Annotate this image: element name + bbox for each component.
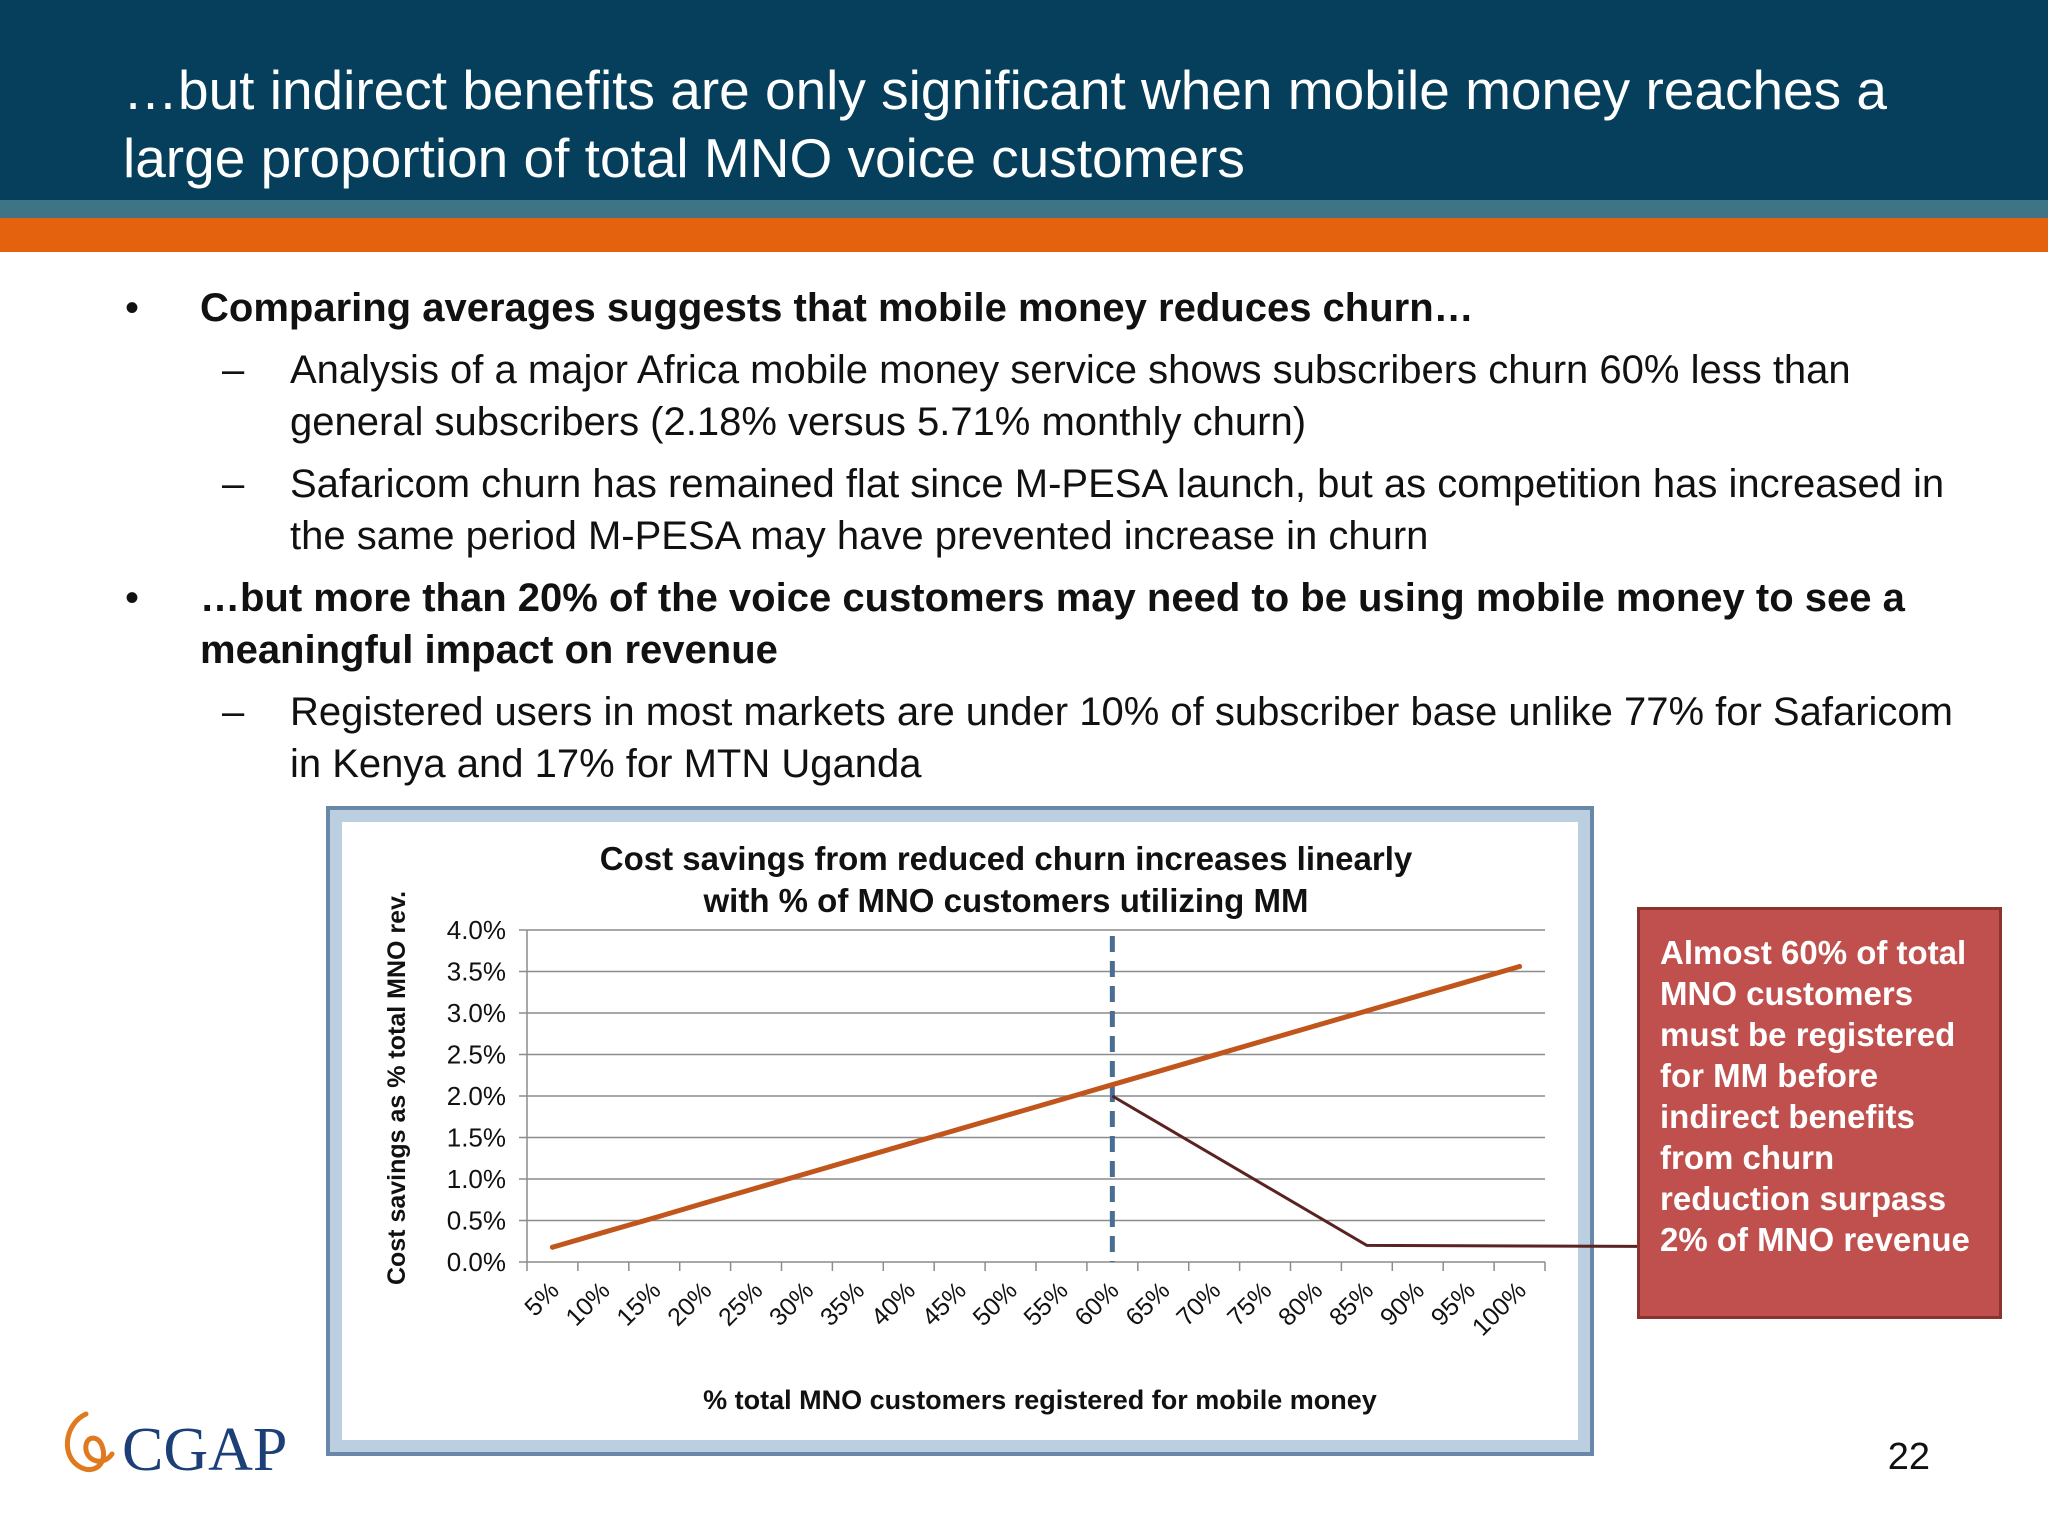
data-point (1109, 1082, 1115, 1088)
x-tick-label: 90% (1375, 1276, 1430, 1331)
y-tick-label: 3.5% (447, 957, 506, 987)
data-point (702, 1200, 708, 1206)
sub-bullet-item: – Safaricom churn has remained flat sinc… (0, 458, 2048, 562)
y-tick-label: 2.0% (447, 1081, 506, 1111)
y-tick-label: 0.5% (447, 1206, 506, 1236)
bullet-list: • Comparing averages suggests that mobil… (0, 282, 2048, 800)
data-point (1008, 1111, 1014, 1117)
bullet-mark: • (125, 576, 140, 620)
x-tick-label: 75% (1222, 1276, 1277, 1331)
callout-leader-line (1111, 1094, 1638, 1248)
bullet-text: Comparing averages suggests that mobile … (200, 286, 1474, 330)
sub-bullet-item: – Registered users in most markets are u… (0, 686, 2048, 790)
page-number: 22 (1887, 1436, 1930, 1478)
chart-gridlines (527, 929, 1545, 1222)
x-tick-label: 50% (968, 1276, 1023, 1331)
callout-text: Almost 60% of total MNO customers must b… (1660, 934, 1970, 1258)
chart-series (549, 964, 1523, 1250)
cgap-logo-mark-icon (65, 1411, 115, 1472)
x-tick-label: 35% (815, 1276, 870, 1331)
data-point (1058, 1096, 1064, 1102)
x-tick-label: 100% (1467, 1276, 1532, 1341)
chart-annotations (1109, 936, 1638, 1262)
sub-bullet-mark: – (222, 348, 245, 392)
x-tick-label: 25% (713, 1276, 768, 1331)
sub-bullet-mark: – (222, 690, 245, 734)
y-tick-label: 4.0% (447, 915, 506, 945)
data-point (1211, 1052, 1217, 1058)
y-tick-labels: 0.0% 0.5% 1.0% 1.5% 2.0% 2.5% 3.0% 3.5% 4.0% (447, 915, 506, 1277)
sub-bullet-text: Analysis of a major Africa mobile money … (290, 348, 1851, 444)
y-tick-label: 1.5% (447, 1123, 506, 1153)
x-tick-label: 15% (611, 1276, 666, 1331)
series-line (549, 964, 1523, 1250)
chart-axes (519, 929, 1546, 1271)
y-axis-label: Cost savings as % total MNO rev. (383, 891, 411, 1285)
data-point (1160, 1067, 1166, 1073)
header-stripe (0, 200, 2048, 218)
data-point (1415, 993, 1421, 999)
y-tick-label: 1.0% (447, 1164, 506, 1194)
data-point (1517, 964, 1523, 970)
y-tick-label: 3.0% (447, 998, 506, 1028)
sub-bullet-text: Registered users in most markets are und… (290, 690, 1953, 786)
x-tick-label: 70% (1171, 1276, 1226, 1331)
data-point (906, 1141, 912, 1147)
bullet-item: • …but more than 20% of the voice custom… (0, 572, 2048, 676)
chart-title-line-1: Cost savings from reduced churn increase… (600, 840, 1413, 877)
bullet-text: …but more than 20% of the voice customer… (200, 576, 1905, 672)
y-tick-label: 0.0% (447, 1247, 506, 1277)
data-point (549, 1244, 555, 1250)
data-point (600, 1229, 606, 1235)
bullet-mark: • (125, 286, 140, 330)
x-tick-label: 60% (1069, 1276, 1124, 1331)
data-point (804, 1170, 810, 1176)
data-point (1262, 1037, 1268, 1043)
cgap-logo: CGAP (65, 1411, 287, 1484)
x-tick-label: 65% (1120, 1276, 1175, 1331)
x-tick-label: 45% (917, 1276, 972, 1331)
sub-bullet-item: – Analysis of a major Africa mobile mone… (0, 344, 2048, 448)
sub-bullet-mark: – (222, 462, 245, 506)
x-axis-label: % total MNO customers registered for mob… (703, 1385, 1377, 1415)
x-tick-label: 30% (764, 1276, 819, 1331)
x-tick-label: 80% (1273, 1276, 1328, 1331)
x-tick-label: 10% (560, 1276, 615, 1331)
data-point (651, 1215, 657, 1221)
data-point (957, 1126, 963, 1132)
x-tick-label: 5% (519, 1276, 564, 1321)
slide-title: …but indirect benefits are only signific… (123, 59, 1888, 189)
header-accent-bar (0, 218, 2048, 252)
cgap-logo-text: CGAP (122, 1416, 287, 1484)
chart-title-line-2: with % of MNO customers utilizing MM (703, 882, 1309, 919)
y-tick-label: 2.5% (447, 1040, 506, 1070)
bullet-item: • Comparing averages suggests that mobil… (0, 282, 2048, 334)
sub-bullet-text: Safaricom churn has remained flat since … (290, 462, 1945, 558)
x-tick-label: 85% (1324, 1276, 1379, 1331)
x-tick-label: 20% (662, 1276, 717, 1331)
x-tick-labels: 5%10%15%20%25%30%35%40%45%50%55%60%65%70… (519, 1276, 1531, 1341)
x-tick-label: 55% (1019, 1276, 1074, 1331)
x-tick-label: 40% (866, 1276, 921, 1331)
callout-box: Almost 60% of total MNO customers must b… (1637, 907, 2002, 1319)
data-point (855, 1156, 861, 1162)
data-point (1466, 978, 1472, 984)
data-point (1313, 1023, 1319, 1029)
data-point (1364, 1008, 1370, 1014)
data-point (753, 1185, 759, 1191)
header-bar (0, 0, 2048, 200)
